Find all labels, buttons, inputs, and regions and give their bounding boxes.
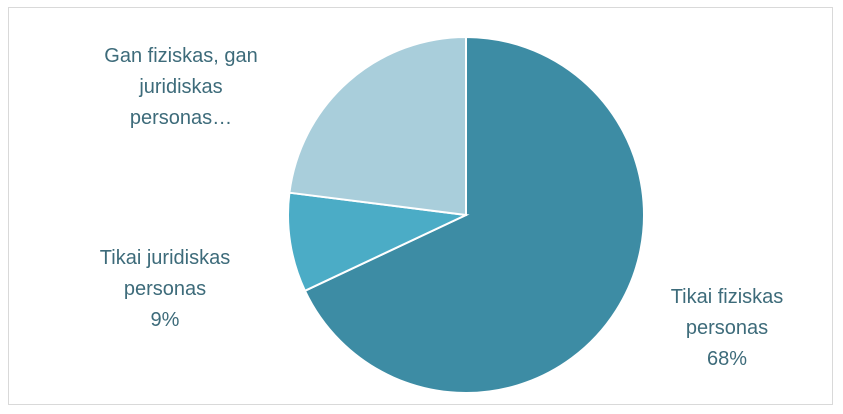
slice-label-tikai-juridiskas: Tikai juridiskas personas 9% (65, 243, 265, 336)
pie-slice-0 (303, 35, 645, 394)
slice-label-line: personas (123, 278, 207, 300)
slice-label-value: 9% (150, 309, 180, 331)
slice-label-tikai-fiziskas: Tikai fiziskas personas 68% (637, 282, 817, 375)
slice-label-line: Tikai fiziskas (670, 286, 784, 308)
slice-label-line: personas… (129, 107, 233, 129)
slice-label-line: Tikai juridiskas (99, 247, 231, 269)
slice-label-line: juridiskas (139, 76, 223, 98)
pie-slice-1 (287, 191, 470, 293)
slice-label-value: 68% (706, 348, 748, 370)
chart-area: Tikai fiziskas personas 68% Tikai juridi… (8, 7, 833, 405)
slice-label-gan-fiziskas-gan-juridiskas: Gan fiziskas, gan juridiskas personas… (81, 41, 281, 134)
pie-chart (287, 35, 645, 394)
slice-label-line: Gan fiziskas, gan (104, 45, 258, 67)
slice-label-line: personas (685, 317, 769, 339)
pie-slice-2 (288, 35, 467, 217)
